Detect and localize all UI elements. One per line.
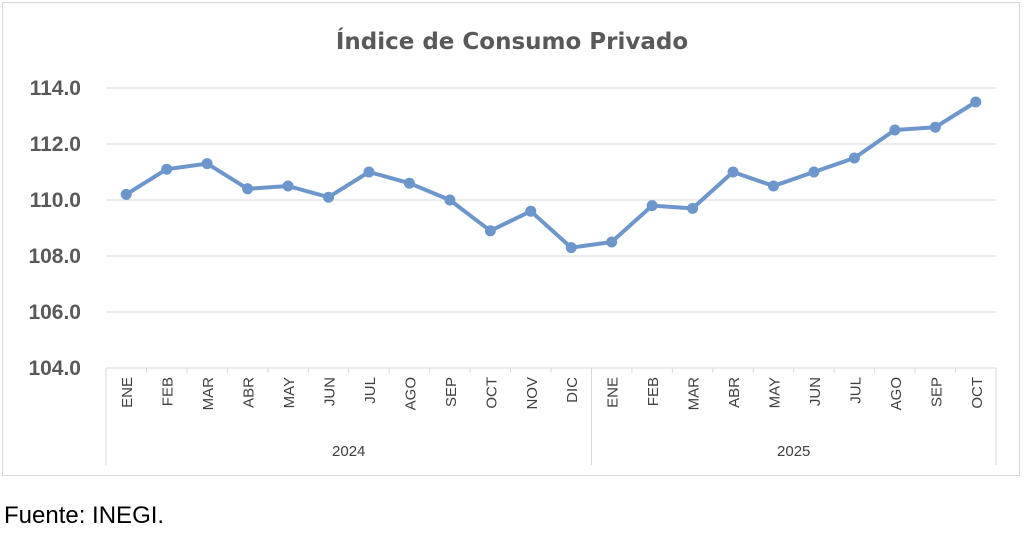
x-tick-label: ABR xyxy=(726,377,743,408)
x-tick-label: SEP xyxy=(443,377,460,407)
series-line xyxy=(124,100,978,250)
axes xyxy=(105,367,997,465)
x-tick-label: JUN xyxy=(807,377,824,406)
data-point xyxy=(768,180,779,192)
x-tick-label: MAR xyxy=(686,377,703,411)
source-note: Fuente: INEGI. xyxy=(4,502,165,529)
x-tick-label: MAR xyxy=(200,377,217,411)
data-series xyxy=(120,96,982,254)
axis-labels: 104.0 106.0 108.0 110.0 112.0 114.0 2024 2025 EN… xyxy=(28,77,985,460)
data-point xyxy=(120,188,132,200)
data-point xyxy=(929,121,941,133)
y-tick-label: 108.0 xyxy=(28,245,81,268)
data-point xyxy=(444,194,456,206)
data-point xyxy=(848,152,860,164)
data-point xyxy=(808,166,820,178)
y-tick-label: 104.0 xyxy=(28,357,81,380)
data-point xyxy=(565,242,577,254)
data-point xyxy=(606,236,618,248)
data-point xyxy=(201,158,213,170)
data-point xyxy=(525,205,537,217)
data-point xyxy=(646,200,658,212)
x-tick-label: NOV xyxy=(524,377,541,410)
x-tick-label: ABR xyxy=(241,377,258,408)
y-tick-label: 112.0 xyxy=(30,133,81,156)
data-point xyxy=(242,183,254,195)
x-tick-label: JUN xyxy=(322,377,339,406)
x-tick-label: SEP xyxy=(928,377,945,407)
year-group-label: 2025 xyxy=(777,443,810,460)
x-tick-label: FEB xyxy=(160,377,177,406)
y-tick-label: 106.0 xyxy=(28,301,81,324)
x-tick-label: ENE xyxy=(605,377,622,408)
chart-frame: Índice de Consumo Privado 104.0 106.0 108.… xyxy=(2,2,1020,476)
data-point xyxy=(484,225,496,237)
y-tick-label: 114.0 xyxy=(30,77,81,100)
x-tick-label: JUL xyxy=(847,377,864,404)
chart-title: Índice de Consumo Privado xyxy=(336,27,688,55)
x-tick-label: OCT xyxy=(483,377,500,409)
data-point xyxy=(282,180,294,192)
x-tick-label: AGO xyxy=(402,377,419,410)
data-point xyxy=(403,177,415,189)
year-group-label: 2024 xyxy=(332,443,365,460)
x-tick-label: AGO xyxy=(888,377,905,410)
data-point xyxy=(727,166,739,178)
x-tick-label: MAY xyxy=(767,377,784,408)
x-tick-label: FEB xyxy=(645,377,662,406)
y-tick-label: 110.0 xyxy=(30,189,81,212)
x-tick-label: JUL xyxy=(362,377,379,404)
data-point xyxy=(363,166,375,178)
data-point xyxy=(161,163,173,175)
x-tick-label: DIC xyxy=(564,377,581,403)
x-tick-label: OCT xyxy=(969,377,986,409)
data-point xyxy=(970,96,982,108)
data-point xyxy=(687,202,699,214)
grid-lines xyxy=(106,87,996,313)
x-tick-label: ENE xyxy=(119,377,136,408)
data-point xyxy=(323,191,334,203)
x-tick-label: MAY xyxy=(281,377,298,408)
line-chart: Índice de Consumo Privado 104.0 106.0 108.… xyxy=(28,27,997,465)
data-point xyxy=(889,124,901,136)
